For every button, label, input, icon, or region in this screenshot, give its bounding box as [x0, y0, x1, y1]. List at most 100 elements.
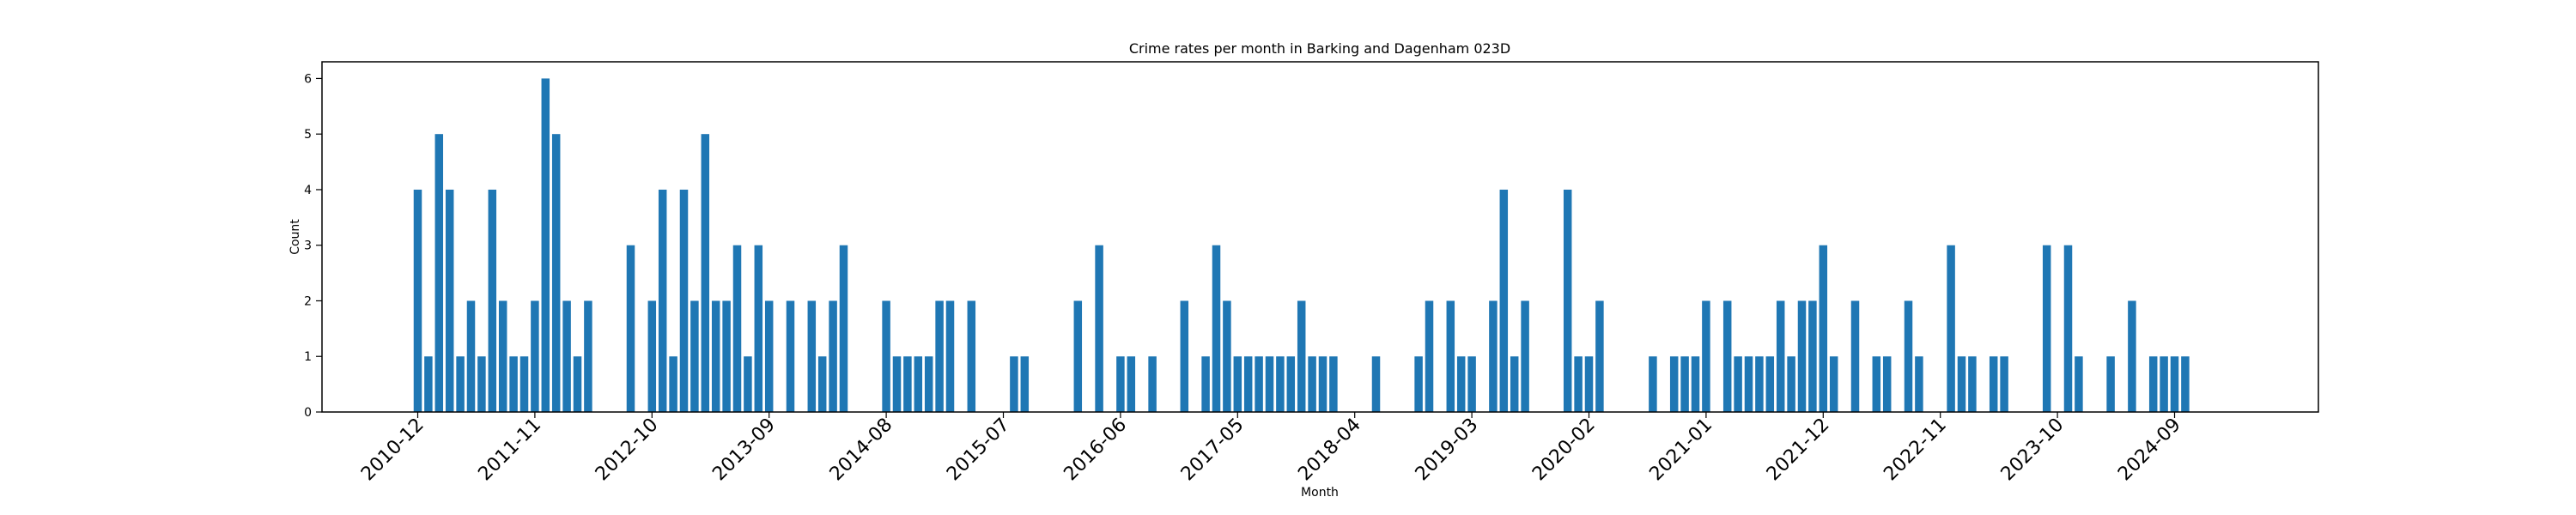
bar-2011-12 [541, 78, 550, 413]
bar-2023-05 [2000, 356, 2008, 412]
bar-2021-04 [1734, 356, 1742, 412]
bar-2024-09 [2170, 356, 2179, 412]
y-tick-label: 6 [304, 72, 312, 86]
bar-2016-09 [1148, 356, 1157, 412]
bar-2017-08 [1265, 356, 1274, 412]
bar-2014-04 [839, 245, 848, 412]
bar-2019-05 [1489, 300, 1498, 412]
bars-group [413, 78, 2190, 413]
bar-2017-07 [1255, 356, 1263, 412]
bar-2013-03 [701, 134, 710, 412]
x-tick-label: 2021-01 [1645, 415, 1716, 486]
bar-2017-09 [1276, 356, 1285, 412]
bar-2017-06 [1243, 356, 1253, 412]
x-tick-label: 2023-10 [1997, 415, 2069, 486]
y-tick-label: 1 [304, 350, 312, 364]
bar-2017-03 [1212, 245, 1221, 412]
bar-2011-11 [531, 300, 539, 412]
bar-2016-06 [1116, 356, 1125, 412]
x-tick-label: 2022-11 [1880, 415, 1951, 486]
bar-2011-09 [509, 356, 518, 412]
bar-2024-03 [2106, 356, 2115, 412]
bar-2022-05 [1872, 356, 1881, 412]
bar-2022-09 [1915, 356, 1923, 412]
bar-2013-06 [732, 245, 742, 412]
bar-2022-01 [1829, 356, 1838, 412]
bar-2013-02 [690, 300, 699, 412]
bar-2024-05 [2128, 300, 2136, 412]
bar-2017-11 [1297, 300, 1306, 412]
bar-2013-07 [744, 356, 752, 412]
bar-2019-06 [1499, 189, 1509, 412]
bar-2019-07 [1510, 356, 1519, 412]
bar-2024-10 [2181, 356, 2190, 412]
bar-2017-10 [1286, 356, 1296, 412]
x-tick-label: 2018-04 [1294, 415, 1365, 486]
bar-2019-03 [1467, 356, 1476, 412]
bar-2019-08 [1521, 300, 1529, 412]
chart-title: Crime rates per month in Barking and Dag… [1129, 40, 1510, 57]
bar-2022-08 [1904, 300, 1913, 412]
bar-2021-11 [1808, 300, 1817, 412]
bar-2014-03 [829, 300, 837, 412]
y-axis-label: Count [289, 219, 302, 255]
bar-2024-07 [2148, 356, 2158, 412]
bar-2016-07 [1127, 356, 1136, 412]
bar-2013-09 [764, 300, 774, 412]
bar-2022-12 [1947, 245, 1955, 412]
x-tick-label: 2020-02 [1528, 415, 1600, 486]
bar-2016-12 [1180, 300, 1189, 412]
bar-2012-10 [647, 300, 657, 412]
x-tick-label: 2021-12 [1763, 415, 1834, 486]
x-tick-label: 2011-11 [474, 415, 545, 486]
bar-2021-03 [1722, 300, 1732, 412]
x-tick-label: 2017-05 [1177, 415, 1249, 486]
bar-2015-08 [1010, 356, 1018, 412]
bar-2018-10 [1414, 356, 1423, 412]
bar-2020-03 [1595, 300, 1604, 412]
bar-2011-07 [488, 189, 497, 412]
x-tick-label: 2013-09 [708, 415, 780, 486]
bar-2020-12 [1691, 356, 1700, 412]
bar-2020-08 [1649, 356, 1657, 412]
bar-2014-10 [903, 356, 912, 412]
bar-2011-01 [424, 356, 433, 412]
bar-2012-04 [584, 300, 592, 412]
bar-2014-11 [914, 356, 923, 412]
bar-2021-06 [1755, 356, 1764, 412]
bar-2011-10 [519, 356, 529, 412]
x-axis-label: Month [1301, 486, 1339, 500]
y-tick-label: 3 [304, 239, 312, 253]
bar-2021-12 [1819, 245, 1828, 412]
bar-2018-02 [1329, 356, 1338, 412]
x-tick-label: 2014-08 [826, 415, 897, 486]
bar-2016-04 [1095, 245, 1103, 412]
bar-2021-05 [1744, 356, 1753, 412]
y-tick-label: 5 [304, 128, 312, 142]
bar-2013-08 [754, 245, 763, 412]
bar-2011-06 [477, 356, 486, 412]
bar-2018-01 [1318, 356, 1327, 412]
bar-2017-05 [1233, 356, 1242, 412]
bar-2011-04 [456, 356, 465, 412]
plot-frame [321, 61, 2319, 413]
bar-2017-04 [1223, 300, 1231, 412]
bar-2021-10 [1797, 300, 1807, 412]
bar-2013-05 [722, 300, 731, 412]
bar-2014-12 [924, 356, 933, 412]
bar-2019-02 [1456, 356, 1466, 412]
bar-2010-12 [413, 189, 422, 412]
bar-2011-05 [466, 300, 476, 412]
bar-2020-10 [1669, 356, 1679, 412]
bar-2021-08 [1776, 300, 1785, 412]
bar-2012-12 [669, 356, 677, 412]
bar-2012-08 [626, 245, 635, 412]
bar-2015-04 [967, 300, 976, 412]
bar-2019-01 [1446, 300, 1455, 412]
bar-2024-08 [2160, 356, 2168, 412]
bar-2020-11 [1680, 356, 1689, 412]
bar-2020-01 [1574, 356, 1583, 412]
y-tick-label: 2 [304, 294, 312, 308]
y-axis-ticks: 0 1 2 3 4 5 6 [304, 72, 322, 420]
